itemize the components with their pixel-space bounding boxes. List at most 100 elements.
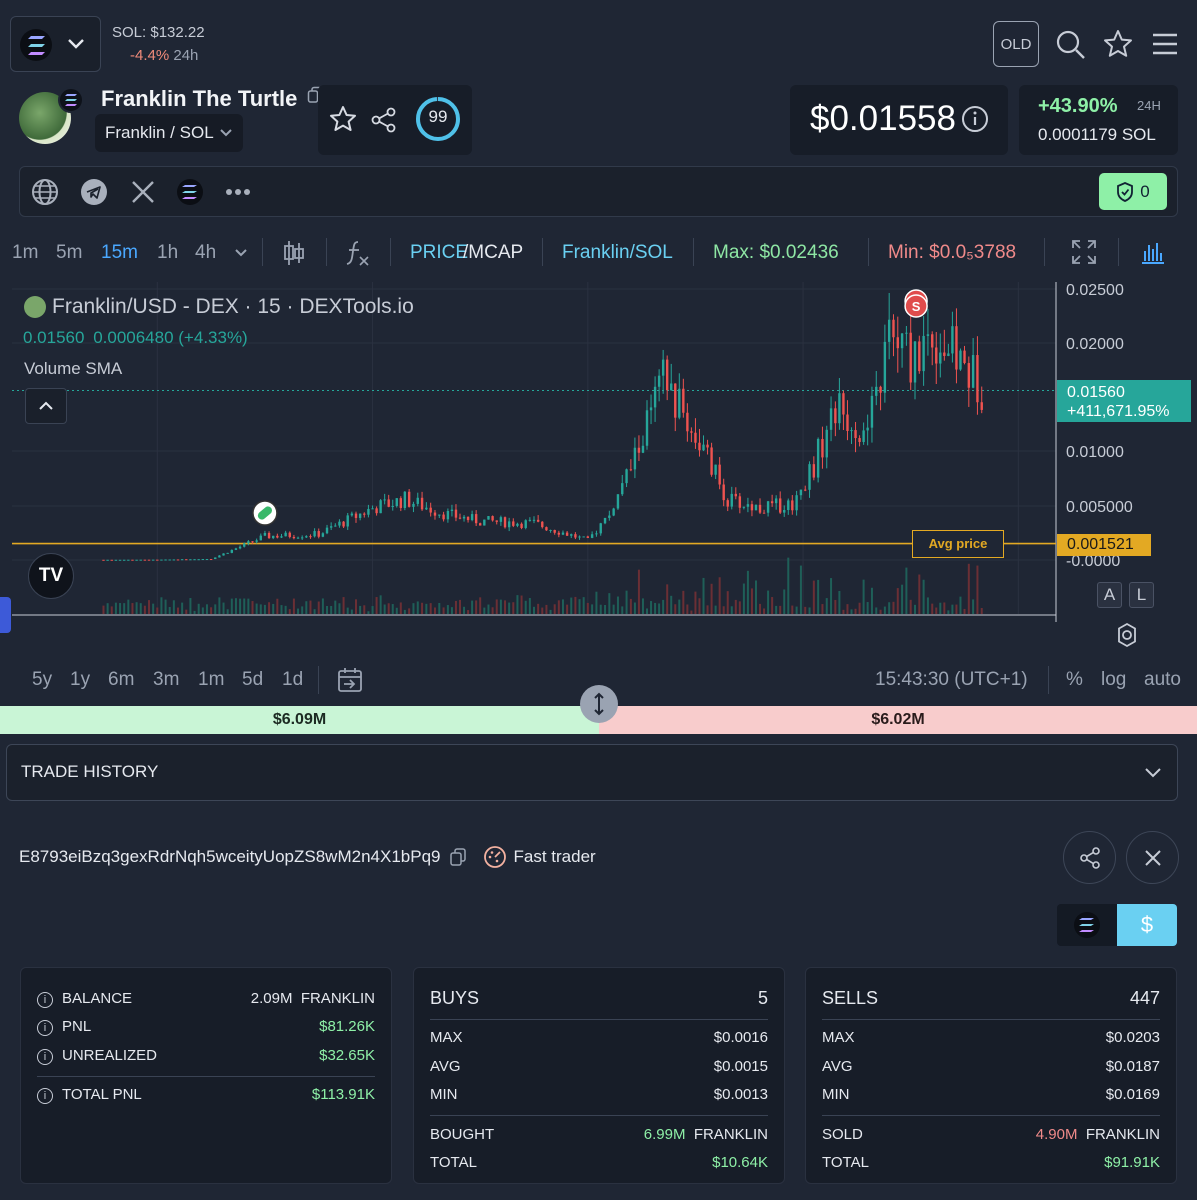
volume-bar	[160, 597, 163, 614]
price-toggle[interactable]: PRICE	[410, 242, 469, 263]
candle-body	[429, 507, 432, 513]
old-version-button[interactable]: OLD	[993, 21, 1039, 67]
indicators-fx-icon[interactable]	[344, 239, 370, 267]
share-icon[interactable]	[370, 106, 398, 134]
solana-explorer-icon[interactable]	[176, 178, 204, 206]
price-chart[interactable]: 246810 0.025000.020000.010000.005000-0.0…	[12, 282, 1197, 622]
interval-15m[interactable]: 15m	[101, 242, 138, 263]
calendar-goto-icon[interactable]	[336, 666, 364, 694]
candle-body	[722, 484, 725, 501]
candle-body	[280, 536, 283, 538]
token-actions: 99	[318, 85, 472, 155]
candle-body	[661, 359, 665, 376]
close-wallet-button[interactable]	[1126, 831, 1179, 884]
interval-1h[interactable]: 1h	[157, 242, 179, 263]
globe-icon[interactable]	[31, 178, 59, 206]
candle-body	[454, 509, 458, 518]
trade-history-toggle[interactable]: TRADE HISTORY	[6, 744, 1178, 801]
volume-bar	[604, 604, 607, 614]
range-6m[interactable]: 6m	[108, 669, 135, 690]
log-scale-button[interactable]: L	[1129, 582, 1154, 608]
candle-body	[829, 408, 833, 430]
side-panel-handle[interactable]	[0, 597, 11, 633]
audit-badge[interactable]: 0	[1099, 173, 1167, 210]
candle-body	[151, 559, 155, 561]
search-icon[interactable]	[1055, 29, 1087, 61]
score-ring[interactable]	[414, 95, 462, 143]
volume-bar	[599, 604, 602, 614]
candle-body	[838, 393, 841, 424]
sold-value: 4.90M	[1035, 1126, 1078, 1143]
interval-1m[interactable]: 1m	[12, 242, 39, 263]
volume-bar	[243, 598, 246, 614]
interval-5m[interactable]: 5m	[56, 242, 83, 263]
info-icon[interactable]	[961, 105, 989, 133]
candle-body	[678, 388, 681, 418]
tradingview-logo[interactable]: TV	[28, 553, 74, 599]
candle-body	[905, 332, 908, 334]
fullscreen-icon[interactable]	[1071, 239, 1097, 265]
candle-body	[118, 559, 122, 561]
pair-quote-toggle[interactable]: Franklin/SOL	[562, 242, 673, 263]
volume-bar	[905, 567, 908, 614]
candle-body	[470, 514, 474, 521]
share-wallet-button[interactable]	[1063, 831, 1116, 884]
currency-toggle[interactable]: $	[1057, 904, 1177, 946]
candle-body	[616, 494, 620, 509]
range-1y[interactable]: 1y	[70, 669, 91, 690]
log-button[interactable]: log	[1101, 669, 1127, 690]
favorite-star-icon[interactable]	[328, 104, 358, 134]
auto-scale-button[interactable]: A	[1097, 582, 1122, 608]
sell-marker-label: S	[912, 299, 921, 314]
info-icon[interactable]: i	[37, 1020, 53, 1036]
min-price: Min: $0.0₅3788	[888, 242, 1017, 263]
unrealized-value: $32.65K	[319, 1047, 375, 1064]
info-icon[interactable]: i	[37, 1088, 53, 1104]
percent-scale-button[interactable]: %	[1066, 669, 1083, 690]
volume-bar	[359, 605, 362, 614]
volume-bar	[222, 602, 225, 614]
interval-4h[interactable]: 4h	[195, 242, 217, 263]
copy-icon[interactable]	[449, 847, 467, 867]
candle-body	[939, 352, 942, 364]
range-5d[interactable]: 5d	[242, 669, 264, 690]
collapse-legend-button[interactable]	[25, 388, 67, 424]
chart-settings-icon[interactable]	[1140, 239, 1166, 265]
pair-selector[interactable]: Franklin / SOL	[95, 114, 243, 152]
range-1d[interactable]: 1d	[282, 669, 304, 690]
volume-bar	[520, 595, 523, 614]
volume-bar	[205, 604, 208, 614]
star-icon[interactable]	[1102, 28, 1134, 60]
menu-icon[interactable]	[1151, 31, 1179, 57]
fast-trader-icon	[484, 846, 507, 868]
settings-gear-icon[interactable]	[1114, 622, 1140, 648]
total-pnl-value: $113.91K	[311, 1086, 375, 1103]
info-icon[interactable]: i	[37, 1049, 53, 1065]
share-icon	[1079, 846, 1100, 869]
mcap-toggle[interactable]: /MCAP	[463, 242, 524, 263]
volume-bar	[338, 603, 341, 614]
currency-usd-option[interactable]: $	[1117, 904, 1177, 946]
auto-button[interactable]: auto	[1144, 669, 1181, 690]
telegram-icon[interactable]	[80, 178, 108, 206]
candle-body	[746, 504, 750, 507]
chain-selector[interactable]	[10, 16, 101, 72]
more-icon[interactable]	[225, 187, 253, 197]
x-twitter-icon[interactable]	[130, 179, 156, 205]
volume-bar	[888, 602, 891, 614]
range-3m[interactable]: 3m	[153, 669, 180, 690]
resize-handle[interactable]	[580, 685, 618, 723]
candle-body	[338, 521, 341, 526]
total-pnl-label: TOTAL PNL	[62, 1086, 142, 1103]
chevron-down-icon[interactable]	[234, 248, 248, 258]
volume-bar	[263, 604, 266, 614]
volume-bar	[168, 606, 171, 614]
range-5y[interactable]: 5y	[32, 669, 53, 690]
range-1m[interactable]: 1m	[198, 669, 225, 690]
candle-body	[425, 507, 428, 510]
volume-bar	[292, 598, 295, 614]
candles-icon[interactable]	[282, 239, 306, 267]
info-icon[interactable]: i	[37, 992, 53, 1008]
volume-bar	[210, 607, 213, 614]
currency-sol-option[interactable]	[1057, 904, 1117, 946]
